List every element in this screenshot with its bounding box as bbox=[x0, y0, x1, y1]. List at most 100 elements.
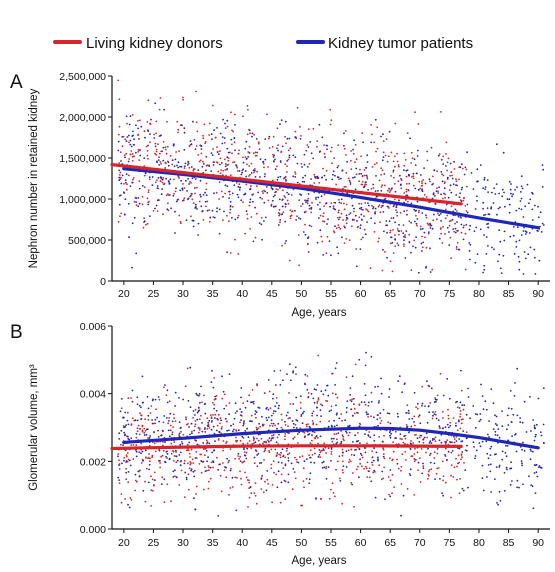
scatter-point bbox=[229, 448, 232, 450]
scatter-point bbox=[394, 122, 397, 125]
scatter-point bbox=[305, 149, 308, 152]
scatter-point bbox=[224, 165, 227, 168]
scatter-point bbox=[239, 460, 242, 462]
scatter-point bbox=[382, 140, 385, 143]
scatter-point bbox=[362, 209, 364, 211]
scatter-point bbox=[341, 502, 344, 505]
scatter-point bbox=[322, 460, 325, 463]
scatter-point bbox=[229, 211, 231, 214]
scatter-point bbox=[307, 396, 310, 398]
scatter-point bbox=[410, 151, 413, 154]
scatter-point bbox=[141, 203, 144, 206]
scatter-point bbox=[157, 396, 160, 398]
scatter-point bbox=[367, 204, 370, 207]
scatter-point bbox=[182, 398, 185, 401]
scatter-point bbox=[334, 393, 337, 396]
scatter-point bbox=[157, 143, 159, 146]
scatter-point bbox=[250, 414, 253, 417]
scatter-point bbox=[307, 392, 310, 394]
scatter-point bbox=[382, 447, 384, 450]
scatter-point bbox=[192, 225, 195, 228]
scatter-point bbox=[274, 410, 277, 413]
scatter-point bbox=[459, 192, 461, 195]
scatter-point bbox=[304, 435, 306, 438]
scatter-point bbox=[518, 260, 521, 263]
scatter-point bbox=[525, 431, 528, 433]
scatter-point bbox=[156, 187, 159, 190]
scatter-point bbox=[383, 230, 385, 233]
scatter-point bbox=[278, 213, 281, 215]
scatter-point bbox=[150, 489, 153, 492]
scatter-point bbox=[377, 240, 380, 243]
scatter-point bbox=[334, 384, 336, 386]
scatter-point bbox=[204, 427, 206, 429]
scatter-point bbox=[444, 217, 447, 220]
scatter-point bbox=[384, 154, 387, 157]
scatter-point bbox=[194, 425, 196, 428]
scatter-point bbox=[254, 482, 257, 484]
scatter-point bbox=[394, 234, 396, 237]
scatter-point bbox=[537, 216, 540, 219]
scatter-point bbox=[132, 178, 134, 181]
scatter-point bbox=[202, 160, 204, 163]
scatter-point bbox=[532, 507, 535, 510]
scatter-point bbox=[159, 176, 162, 179]
scatter-point bbox=[433, 457, 436, 459]
scatter-point bbox=[137, 150, 140, 153]
scatter-point bbox=[273, 160, 275, 163]
scatter-point bbox=[510, 461, 512, 464]
scatter-point bbox=[260, 217, 263, 219]
scatter-point bbox=[423, 436, 426, 439]
scatter-point bbox=[135, 444, 138, 447]
scatter-point bbox=[302, 467, 305, 470]
scatter-point bbox=[202, 442, 205, 444]
scatter-point bbox=[270, 204, 273, 207]
scatter-point bbox=[201, 422, 203, 424]
scatter-point bbox=[149, 133, 151, 136]
scatter-point bbox=[200, 152, 203, 155]
scatter-point bbox=[340, 440, 343, 443]
scatter-point bbox=[226, 251, 229, 254]
scatter-point bbox=[208, 466, 210, 469]
scatter-point bbox=[485, 408, 488, 411]
scatter-point bbox=[237, 429, 240, 432]
scatter-point bbox=[155, 148, 158, 151]
scatter-point bbox=[403, 164, 406, 167]
x-tick-label: 45 bbox=[266, 537, 278, 549]
scatter-point bbox=[172, 413, 175, 416]
scatter-point bbox=[360, 454, 363, 457]
scatter-point bbox=[123, 459, 125, 462]
scatter-point bbox=[245, 210, 248, 213]
scatter-point bbox=[159, 180, 162, 183]
scatter-point bbox=[402, 224, 405, 227]
scatter-point bbox=[190, 422, 193, 425]
scatter-point bbox=[161, 188, 164, 191]
scatter-point bbox=[183, 187, 186, 190]
scatter-point bbox=[538, 465, 541, 467]
scatter-point bbox=[310, 461, 312, 464]
scatter-point bbox=[267, 483, 269, 485]
scatter-point bbox=[397, 164, 400, 166]
scatter-point bbox=[349, 212, 352, 214]
scatter-point bbox=[257, 453, 260, 455]
scatter-point bbox=[254, 206, 256, 209]
scatter-point bbox=[437, 154, 440, 157]
scatter-point bbox=[252, 400, 255, 403]
scatter-point bbox=[117, 455, 119, 458]
scatter-point bbox=[222, 219, 224, 222]
scatter-point bbox=[405, 424, 408, 426]
scatter-point bbox=[345, 172, 348, 174]
scatter-point bbox=[329, 108, 332, 111]
scatter-point bbox=[195, 392, 198, 395]
scatter-point bbox=[220, 162, 223, 164]
scatter-point bbox=[221, 426, 223, 428]
scatter-point bbox=[322, 215, 324, 218]
scatter-point bbox=[148, 176, 151, 179]
scatter-point bbox=[286, 165, 288, 168]
scatter-point bbox=[130, 150, 133, 152]
scatter-point bbox=[205, 194, 208, 197]
scatter-point bbox=[430, 387, 433, 390]
scatter-point bbox=[403, 239, 405, 242]
scatter-point bbox=[347, 449, 350, 452]
scatter-point bbox=[206, 441, 209, 444]
